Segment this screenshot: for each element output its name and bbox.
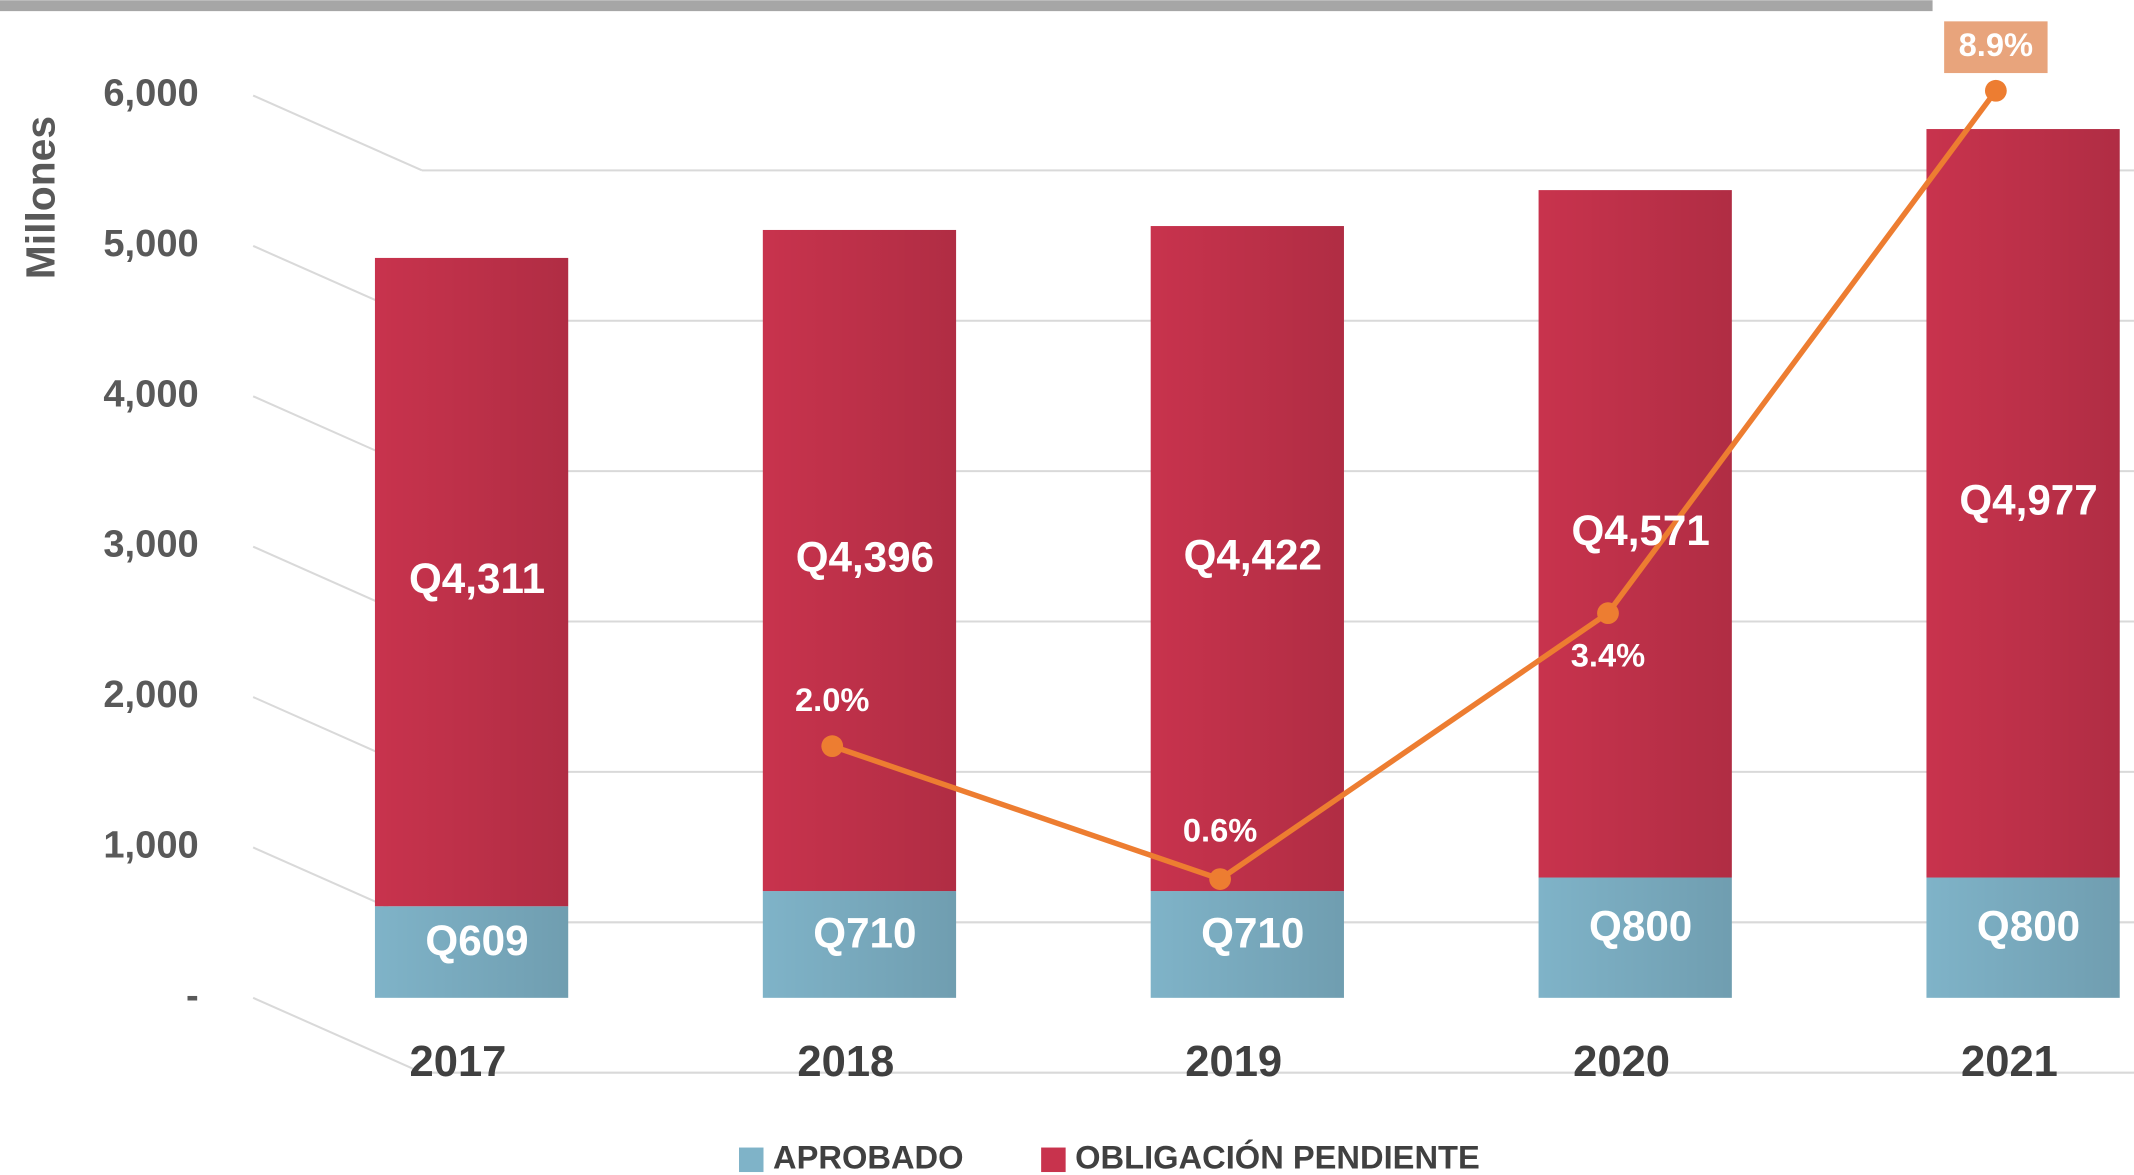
- data-label: Q710: [1201, 909, 1304, 956]
- y-tick-label: -: [186, 975, 199, 1017]
- data-label: Q4,311: [409, 555, 545, 602]
- legend-label: APROBADO: [773, 1138, 964, 1175]
- bar-shade: [762, 229, 957, 892]
- grid-line: [252, 996, 423, 1074]
- line-series: [831, 89, 1999, 883]
- bar-shade: [1538, 190, 1732, 878]
- y-tick-label: 3,000: [103, 524, 198, 566]
- bar-shade: [1150, 226, 1344, 892]
- bar-shade: [374, 257, 569, 907]
- data-label: Q609: [425, 917, 528, 964]
- legend-swatch: [1041, 1147, 1066, 1173]
- bar-shade: [1926, 877, 2120, 998]
- x-tick-label: 2020: [1573, 1038, 1670, 1086]
- data-label-box: [1944, 21, 2048, 74]
- grid-line: [252, 94, 423, 172]
- data-label: Q800: [1589, 903, 1692, 950]
- legend-swatch: [739, 1147, 764, 1173]
- data-label: Q4,422: [1184, 532, 1322, 579]
- y-tick-label: 6,000: [103, 73, 198, 115]
- y-tick-label: 4,000: [103, 373, 198, 415]
- line-marker: [1209, 868, 1231, 890]
- y-tick-label: 2,000: [103, 674, 198, 716]
- x-tick-label: 2019: [1185, 1038, 1282, 1086]
- data-label: Q4,571: [1571, 507, 1709, 554]
- line-marker: [1984, 79, 2007, 102]
- y-axis-label: Millones: [17, 116, 63, 279]
- x-tick-label: 2021: [1961, 1038, 2058, 1086]
- x-tick-label: 2018: [797, 1038, 894, 1086]
- line-marker: [1597, 602, 1619, 625]
- line-data-label: 2.0%: [795, 681, 869, 718]
- y-tick-label: 5,000: [103, 223, 198, 265]
- y-tick-label: 1,000: [103, 825, 198, 867]
- top-band: [0, 0, 1933, 12]
- x-tick-label: 2017: [410, 1038, 507, 1086]
- data-label: Q710: [813, 909, 916, 956]
- bar-shade: [374, 906, 569, 998]
- bar-shade: [1538, 877, 1732, 998]
- line-marker: [821, 735, 844, 758]
- bar-shade: [762, 891, 957, 998]
- data-label: Q4,977: [1959, 476, 2097, 523]
- line-data-label: 0.6%: [1183, 811, 1257, 848]
- data-label: Q4,396: [796, 534, 934, 581]
- bar-shade: [1150, 891, 1344, 998]
- line-data-label: 3.4%: [1571, 637, 1645, 674]
- line-data-label: 8.9%: [1959, 26, 2033, 63]
- bar-shade: [1926, 129, 2120, 878]
- legend-label: OBLIGACIÓN PENDIENTE: [1075, 1138, 1480, 1175]
- data-label: Q800: [1977, 903, 2080, 950]
